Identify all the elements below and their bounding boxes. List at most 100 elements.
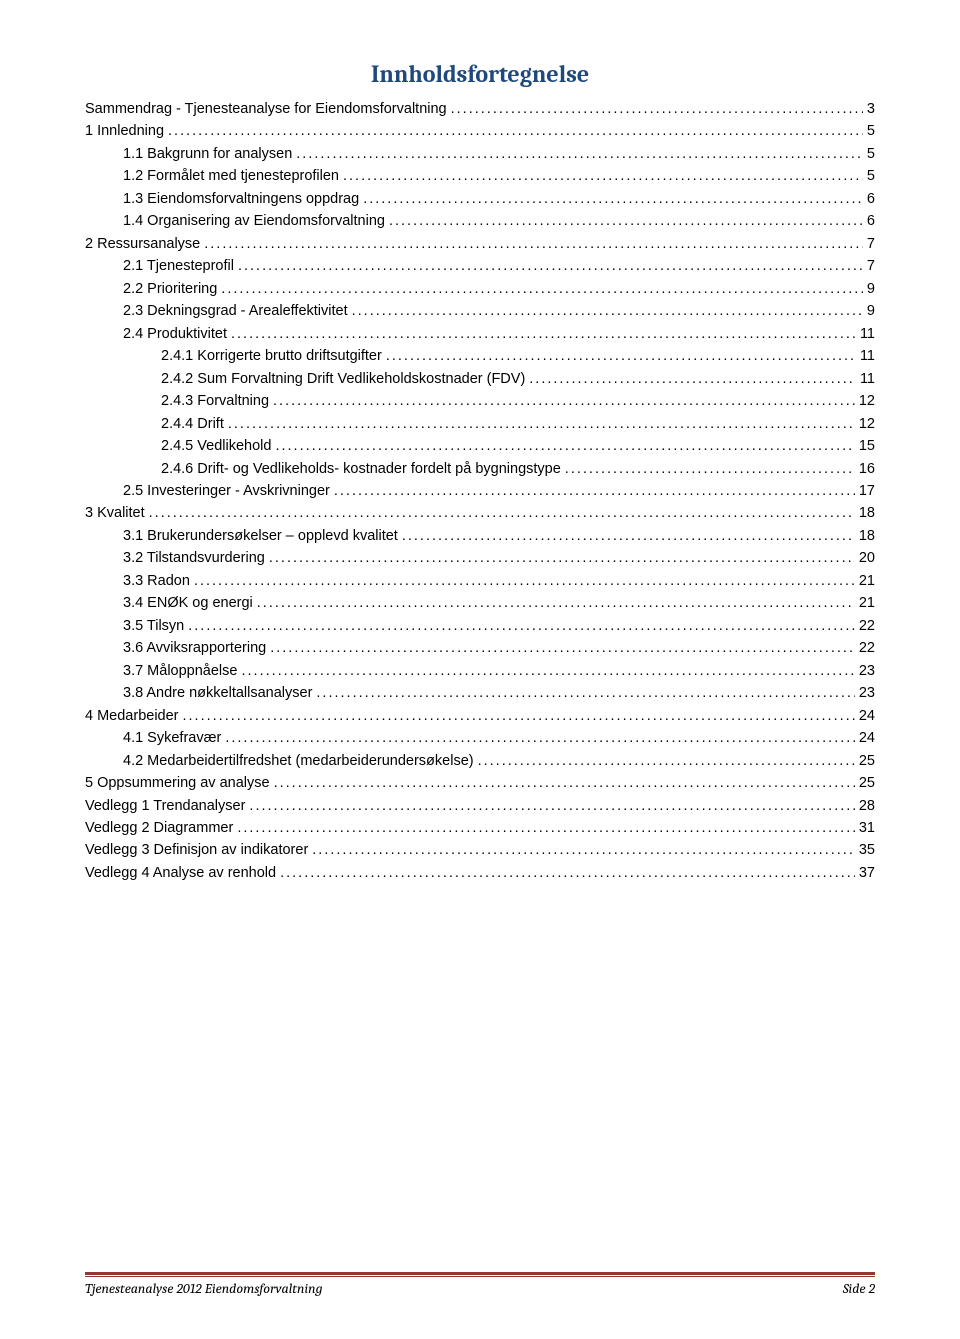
toc-entry[interactable]: 1.3 Eiendomsforvaltningens oppdrag 6 — [85, 188, 875, 210]
toc-entry-label: 2.2 Prioritering — [123, 278, 217, 300]
toc-leader-dots — [204, 233, 863, 255]
toc-entry-page: 23 — [859, 660, 875, 682]
toc-entry-page: 18 — [859, 525, 875, 547]
toc-entry[interactable]: 4.2 Medarbeidertilfredshet (medarbeideru… — [85, 750, 875, 772]
toc-leader-dots — [334, 480, 855, 502]
toc-entry[interactable]: 2 Ressursanalyse 7 — [85, 233, 875, 255]
toc-entry-label: 3.7 Måloppnåelse — [123, 660, 237, 682]
toc-entry-label: Vedlegg 3 Definisjon av indikatorer — [85, 839, 308, 861]
toc-entry[interactable]: Vedlegg 3 Definisjon av indikatorer 35 — [85, 839, 875, 861]
toc-entry-page: 22 — [859, 637, 875, 659]
toc-entry-page: 16 — [859, 458, 875, 480]
toc-entry[interactable]: Sammendrag - Tjenesteanalyse for Eiendom… — [85, 98, 875, 120]
toc-entry[interactable]: Vedlegg 1 Trendanalyser 28 — [85, 795, 875, 817]
toc-entry-label: Vedlegg 1 Trendanalyser — [85, 795, 245, 817]
toc-entry-page: 15 — [859, 435, 875, 457]
toc-entry-label: 1 Innledning — [85, 120, 164, 142]
toc-entry-label: Vedlegg 4 Analyse av renhold — [85, 862, 276, 884]
toc-entry[interactable]: 2.4.3 Forvaltning 12 — [85, 390, 875, 412]
toc-entry-page: 5 — [867, 120, 875, 142]
toc-entry[interactable]: 1.2 Formålet med tjenesteprofilen 5 — [85, 165, 875, 187]
toc-leader-dots — [183, 705, 855, 727]
toc-entry[interactable]: Vedlegg 4 Analyse av renhold 37 — [85, 862, 875, 884]
toc-entry-label: 1.1 Bakgrunn for analysen — [123, 143, 292, 165]
toc-entry-page: 35 — [859, 839, 875, 861]
toc-entry[interactable]: 2.4.2 Sum Forvaltning Drift Vedlikeholds… — [85, 368, 875, 390]
toc-entry[interactable]: 2.4.4 Drift 12 — [85, 413, 875, 435]
toc-entry-label: 4 Medarbeider — [85, 705, 179, 727]
toc-entry-page: 7 — [867, 255, 875, 277]
toc-entry[interactable]: 2.4.6 Drift- og Vedlikeholds- kostnader … — [85, 458, 875, 480]
page-footer: Tjenesteanalyse 2012 Eiendomsforvaltning… — [85, 1272, 875, 1297]
toc-entry[interactable]: 3.5 Tilsyn 22 — [85, 615, 875, 637]
toc-entry-label: 2.3 Dekningsgrad - Arealeffektivitet — [123, 300, 348, 322]
toc-entry-label: 1.3 Eiendomsforvaltningens oppdrag — [123, 188, 359, 210]
toc-entry[interactable]: 3.1 Brukerundersøkelser – opplevd kvalit… — [85, 525, 875, 547]
toc-leader-dots — [402, 525, 855, 547]
toc-entry-page: 20 — [859, 547, 875, 569]
toc-leader-dots — [565, 458, 855, 480]
toc-entry[interactable]: 2.3 Dekningsgrad - Arealeffektivitet 9 — [85, 300, 875, 322]
toc-leader-dots — [386, 345, 856, 367]
toc-entry[interactable]: 1 Innledning 5 — [85, 120, 875, 142]
toc-entry-page: 6 — [867, 188, 875, 210]
toc-leader-dots — [451, 98, 863, 120]
toc-leader-dots — [273, 390, 855, 412]
toc-entry[interactable]: 2.4.5 Vedlikehold 15 — [85, 435, 875, 457]
toc-entry[interactable]: 2.4.1 Korrigerte brutto driftsutgifter 1… — [85, 345, 875, 367]
toc-entry-label: 2.4.3 Forvaltning — [161, 390, 269, 412]
toc-entry-page: 24 — [859, 705, 875, 727]
toc-leader-dots — [270, 637, 855, 659]
toc-entry[interactable]: 3.3 Radon 21 — [85, 570, 875, 592]
toc-entry-label: 5 Oppsummering av analyse — [85, 772, 270, 794]
toc-entry-label: 2 Ressursanalyse — [85, 233, 200, 255]
toc-entry-page: 28 — [859, 795, 875, 817]
toc-entry[interactable]: 4.1 Sykefravær 24 — [85, 727, 875, 749]
toc-entry-label: 2.4.6 Drift- og Vedlikeholds- kostnader … — [161, 458, 561, 480]
toc-entry-label: 3.3 Radon — [123, 570, 190, 592]
toc-entry-page: 6 — [867, 210, 875, 232]
toc-entry[interactable]: 3.4 ENØK og energi 21 — [85, 592, 875, 614]
toc-leader-dots — [221, 278, 863, 300]
toc-entry[interactable]: 4 Medarbeider 24 — [85, 705, 875, 727]
toc-entry[interactable]: 2.4 Produktivitet 11 — [85, 323, 875, 345]
toc-entry[interactable]: 3 Kvalitet 18 — [85, 502, 875, 524]
toc-entry[interactable]: 3.7 Måloppnåelse 23 — [85, 660, 875, 682]
toc-entry-page: 9 — [867, 300, 875, 322]
toc-entry-label: 2.1 Tjenesteprofil — [123, 255, 234, 277]
toc-entry-page: 17 — [859, 480, 875, 502]
toc-entry[interactable]: 5 Oppsummering av analyse 25 — [85, 772, 875, 794]
toc-leader-dots — [194, 570, 855, 592]
toc-entry[interactable]: 2.1 Tjenesteprofil 7 — [85, 255, 875, 277]
toc-entry-page: 3 — [867, 98, 875, 120]
toc-list: Sammendrag - Tjenesteanalyse for Eiendom… — [85, 98, 875, 884]
toc-leader-dots — [238, 255, 863, 277]
toc-leader-dots — [316, 682, 854, 704]
toc-leader-dots — [275, 435, 854, 457]
toc-entry[interactable]: 2.5 Investeringer - Avskrivninger 17 — [85, 480, 875, 502]
footer-line: Tjenesteanalyse 2012 Eiendomsforvaltning… — [85, 1280, 875, 1297]
toc-entry[interactable]: Vedlegg 2 Diagrammer 31 — [85, 817, 875, 839]
toc-leader-dots — [296, 143, 863, 165]
toc-entry[interactable]: 3.2 Tilstandsvurdering 20 — [85, 547, 875, 569]
toc-entry-page: 23 — [859, 682, 875, 704]
toc-entry[interactable]: 3.8 Andre nøkkeltallsanalyser 23 — [85, 682, 875, 704]
footer-left-text: Tjenesteanalyse 2012 Eiendomsforvaltning — [85, 1280, 323, 1297]
toc-entry[interactable]: 2.2 Prioritering 9 — [85, 278, 875, 300]
toc-entry-page: 7 — [867, 233, 875, 255]
toc-leader-dots — [249, 795, 854, 817]
toc-entry-page: 25 — [859, 750, 875, 772]
toc-leader-dots — [149, 502, 855, 524]
toc-entry-page: 21 — [859, 592, 875, 614]
toc-entry-label: 2.4.4 Drift — [161, 413, 224, 435]
toc-leader-dots — [269, 547, 855, 569]
toc-entry-label: Vedlegg 2 Diagrammer — [85, 817, 233, 839]
toc-entry[interactable]: 3.6 Avviksrapportering 22 — [85, 637, 875, 659]
toc-entry[interactable]: 1.4 Organisering av Eiendomsforvaltning … — [85, 210, 875, 232]
toc-entry-page: 25 — [859, 772, 875, 794]
toc-leader-dots — [188, 615, 855, 637]
toc-entry-label: 2.4.5 Vedlikehold — [161, 435, 271, 457]
toc-entry[interactable]: 1.1 Bakgrunn for analysen 5 — [85, 143, 875, 165]
toc-entry-label: 2.4 Produktivitet — [123, 323, 227, 345]
footer-rule — [85, 1272, 875, 1277]
